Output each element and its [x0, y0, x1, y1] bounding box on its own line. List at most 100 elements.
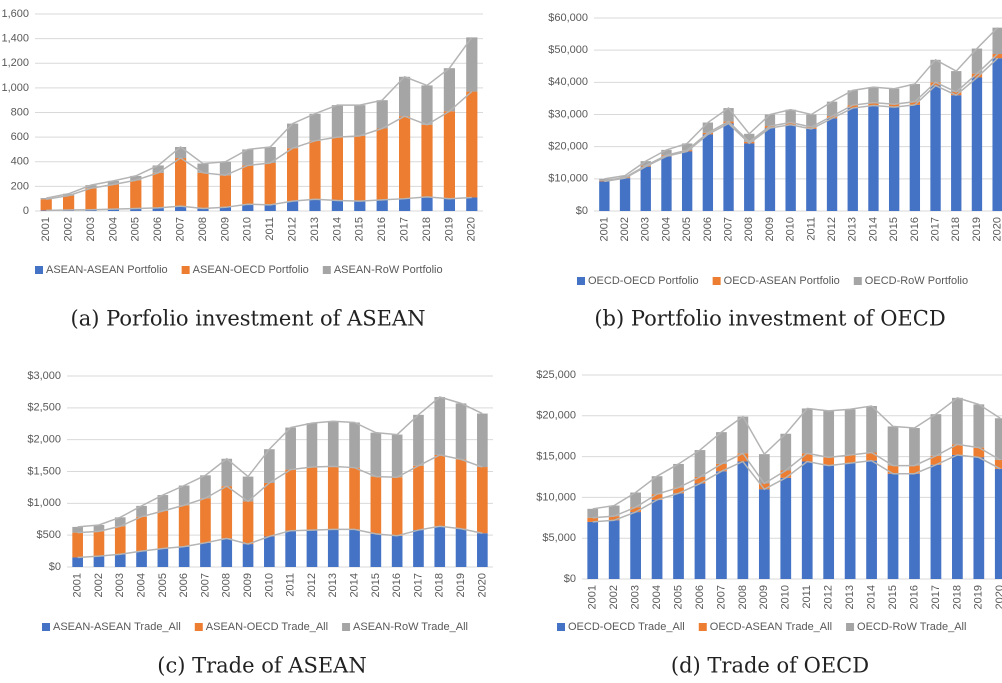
bar-segment [930, 59, 941, 83]
bar-segment [175, 146, 187, 159]
bar-segment [107, 184, 119, 210]
bar-segment [723, 123, 734, 211]
x-tick-label: 2017 [930, 585, 942, 609]
bar-segment [219, 161, 231, 176]
bar-segment [866, 452, 877, 461]
x-tick-label: 2012 [823, 585, 835, 609]
bar-segment [844, 463, 856, 579]
bar-segment [619, 178, 631, 211]
caption: (b) Portfolio investment of OECD [594, 307, 945, 331]
bar-segment [264, 536, 275, 567]
legend-swatch [853, 277, 862, 285]
bar-segment [413, 530, 424, 567]
bar-segment [801, 408, 813, 454]
legend-swatch [712, 277, 721, 285]
bar-segment [694, 483, 706, 579]
bar-segment [200, 498, 211, 543]
stack-connector [604, 57, 999, 183]
bar-segment [309, 113, 321, 141]
stack-connector [592, 454, 1001, 523]
legend-swatch [557, 623, 565, 631]
bar-segment [421, 196, 433, 211]
stack-connector [46, 196, 472, 212]
bar-segment [844, 409, 856, 455]
y-tick-label: $1,000 [27, 497, 61, 509]
bar-segment [327, 421, 339, 467]
bar-segment [909, 83, 921, 102]
y-tick-label: 1,000 [1, 82, 29, 94]
x-tick-label: 2005 [672, 585, 684, 609]
bar-segment [242, 149, 254, 166]
bar-segment [285, 469, 296, 531]
y-tick-label: 800 [11, 106, 29, 118]
bar-segment [219, 175, 231, 208]
x-tick-label: 2002 [63, 217, 75, 241]
bar-segment [136, 516, 147, 552]
bar-segment [152, 207, 164, 211]
bar-segment [264, 162, 276, 205]
x-tick-label: 2014 [348, 573, 360, 597]
bar-segment [716, 463, 727, 472]
bar-segment [327, 466, 339, 530]
y-tick-label: 200 [11, 180, 29, 192]
bar-segment [823, 457, 835, 466]
bar-segment [287, 148, 299, 202]
bar-segment [434, 454, 446, 527]
bar-segment [587, 521, 599, 579]
caption: (a) Porfolio investment of ASEAN [71, 307, 426, 331]
bar-segment [413, 465, 424, 531]
bar-segment [152, 172, 164, 208]
x-tick-label: 2020 [476, 573, 488, 597]
x-tick-label: 2019 [973, 585, 985, 609]
bar-segment [455, 459, 467, 529]
x-tick-label: 2006 [178, 573, 190, 597]
bar-segment [331, 105, 343, 138]
x-tick-label: 2002 [93, 573, 105, 597]
y-tick-label: $10,000 [536, 491, 576, 503]
bar-segment [930, 85, 941, 211]
x-tick-label: 2020 [466, 217, 478, 241]
stack-connector [592, 397, 1001, 510]
y-tick-label: $1,500 [27, 465, 61, 477]
stack-connector [46, 36, 473, 199]
bar-segment [619, 175, 631, 178]
bar-segment [242, 476, 254, 502]
y-tick-label: 600 [11, 131, 29, 143]
bar-segment [197, 172, 209, 209]
legend-swatch [35, 266, 43, 274]
bar-segment [744, 133, 755, 142]
x-tick-label: 2007 [175, 217, 187, 241]
bar-segment [599, 181, 610, 211]
x-tick-label: 2009 [242, 573, 254, 597]
bar-segment [887, 473, 899, 579]
bar-segment [309, 140, 321, 200]
bar-segment [221, 486, 233, 539]
x-tick-label: 2001 [587, 585, 599, 609]
bar-segment [888, 88, 900, 105]
bar-segment [327, 529, 339, 567]
bar-segment [737, 461, 749, 579]
bar-segment [780, 470, 792, 478]
bar-segment [744, 143, 755, 211]
y-tick-label: $2,500 [27, 402, 61, 414]
bar-segment [930, 414, 942, 456]
bar-segment [951, 95, 962, 211]
bar-segment [175, 206, 187, 211]
x-tick-label: 2004 [660, 217, 672, 241]
y-tick-label: $5,000 [542, 532, 576, 544]
x-tick-label: 2016 [909, 217, 921, 241]
legend-label: OECD-ASEAN Portfolio [724, 275, 840, 287]
bar-segment [200, 475, 211, 499]
bar-segment [973, 447, 985, 458]
bar-segment [909, 428, 920, 466]
bar-segment [264, 204, 276, 211]
x-tick-label: 2017 [399, 217, 411, 241]
x-tick-label: 2002 [608, 585, 620, 609]
bar-segment [640, 161, 651, 166]
bar-segment [661, 149, 672, 156]
legend-swatch [846, 623, 855, 631]
bar-segment [370, 432, 382, 477]
bar-segment [847, 108, 858, 211]
y-tick-label: $25,000 [536, 369, 576, 381]
bar-segment [354, 135, 366, 202]
